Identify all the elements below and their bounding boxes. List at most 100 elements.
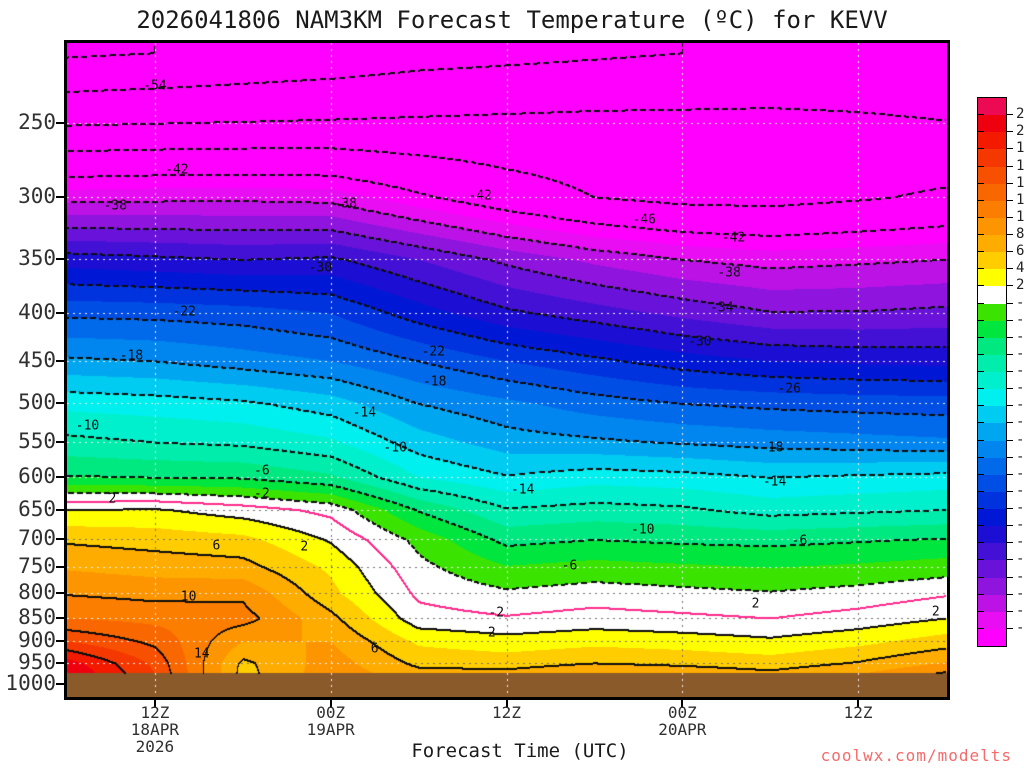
colorbar-swatch [978, 509, 1006, 527]
colorbar-label: -16 [1016, 414, 1024, 431]
contour-value-label: -46 [632, 212, 656, 228]
pressure-tick-label: 850 [18, 604, 56, 629]
contour-value-label: 2 [751, 596, 760, 612]
pressure-tick-label: 750 [18, 554, 56, 579]
colorbar-swatch [978, 406, 1006, 424]
contour-value-label: -30 [308, 260, 333, 276]
contour-value-label: -14 [762, 474, 787, 490]
colorbar-tick [978, 559, 984, 561]
time-tick-mark [329, 700, 332, 708]
watermark-text: coolwx.com/modelts [820, 746, 1012, 765]
colorbar-label: -10 [1016, 363, 1024, 379]
colorbar-label: 18 [1016, 140, 1024, 157]
contour-value-label: -6 [791, 533, 808, 549]
contour-value-label: -38 [717, 265, 741, 281]
colorbar-tick [1007, 610, 1013, 612]
contour-value-label: -30 [688, 334, 712, 350]
contour-value-label: -10 [383, 440, 407, 456]
colorbar-tick [1007, 285, 1013, 287]
colorbar-tick [978, 165, 984, 167]
pressure-tick-mark [56, 440, 64, 443]
contour-value-label: -10 [630, 522, 655, 538]
contour-value-label: -34 [710, 300, 734, 316]
colorbar-tick [1007, 353, 1013, 355]
colorbar-tick [978, 422, 984, 424]
contour-value-label: -18 [759, 440, 784, 456]
colorbar-swatch [978, 217, 1006, 235]
colorbar-swatch [978, 286, 1006, 304]
colorbar-label: 12 [1016, 191, 1024, 208]
colorbar-tick [1007, 576, 1013, 578]
colorbar-tick [978, 627, 984, 629]
contour-value-label: -42 [165, 162, 189, 178]
pressure-tick-mark [56, 312, 64, 315]
pressure-tick-mark [56, 359, 64, 362]
time-tick-label: 00Z 19APR [306, 703, 355, 739]
colorbar-label: 6 [1016, 243, 1024, 260]
colorbar-tick [978, 473, 984, 475]
colorbar-tick [978, 371, 984, 372]
pressure-tick-mark [56, 508, 64, 511]
colorbar-label: -14 [1016, 397, 1024, 414]
colorbar-label: -32 [1016, 551, 1024, 568]
colorbar-tick [978, 268, 984, 270]
time-tick-mark [153, 700, 156, 708]
colorbar-tick [1007, 251, 1013, 253]
colorbar-tick [978, 131, 984, 133]
contour-value-label: 6 [370, 641, 379, 657]
colorbar-swatch [978, 457, 1006, 475]
contour-value-label: -42 [721, 230, 746, 246]
contour-value-label: -2 [254, 486, 270, 502]
colorbar-tick [978, 199, 984, 201]
colorbar-tick [978, 525, 984, 527]
colorbar-tick [1007, 508, 1013, 509]
pressure-tick-mark [56, 122, 64, 125]
colorbar-swatch [978, 389, 1006, 407]
time-tick-mark [681, 700, 684, 708]
colorbar-swatch [978, 440, 1006, 458]
temperature-cross-section-canvas [67, 43, 947, 697]
colorbar-swatch [978, 320, 1006, 338]
colorbar-tick [978, 508, 984, 509]
pressure-tick-label: 250 [18, 110, 56, 135]
colorbar-label: -30 [1016, 534, 1024, 551]
colorbar-swatch [978, 594, 1006, 612]
pressure-tick-mark [56, 476, 64, 479]
time-tick-label: 00Z 20APR [658, 703, 707, 739]
colorbar-label: -18 [1016, 431, 1024, 448]
colorbar-tick [1007, 405, 1013, 407]
pressure-tick-mark [56, 661, 64, 664]
colorbar-tick [1007, 627, 1013, 629]
colorbar-swatch [978, 115, 1006, 133]
colorbar-label: -26 [1016, 500, 1024, 516]
colorbar-tick [978, 319, 984, 321]
pressure-tick-label: 500 [18, 390, 56, 415]
colorbar-tick [1007, 182, 1013, 184]
colorbar-tick [978, 576, 984, 578]
time-tick-mark [857, 700, 860, 708]
colorbar-label: -12 [1016, 380, 1024, 397]
pressure-tick-label: 900 [18, 628, 56, 653]
pressure-tick-mark [56, 402, 64, 405]
pressure-tick-mark [56, 682, 64, 685]
colorbar-swatch [978, 526, 1006, 544]
contour-value-label: -18 [422, 374, 447, 390]
colorbar-swatch [978, 235, 1006, 253]
contour-value-label: -54 [143, 78, 167, 94]
contour-value-label: 2 [300, 539, 309, 555]
colorbar-swatches [977, 97, 1007, 647]
colorbar-tick [1007, 131, 1013, 133]
colorbar-tick [978, 114, 984, 116]
colorbar-tick [1007, 114, 1013, 116]
time-tick-mark [505, 700, 508, 708]
colorbar-tick [978, 490, 984, 492]
colorbar-label: -34 [1016, 568, 1024, 585]
colorbar-tick [978, 336, 984, 338]
colorbar-tick [1007, 148, 1013, 150]
colorbar-swatch [978, 149, 1006, 167]
colorbar-tick [1007, 336, 1013, 338]
colorbar-label: -28 [1016, 517, 1024, 534]
contour-value-label: 2 [931, 604, 940, 620]
colorbar-tick [978, 610, 984, 612]
colorbar-label: 20 [1016, 123, 1024, 140]
